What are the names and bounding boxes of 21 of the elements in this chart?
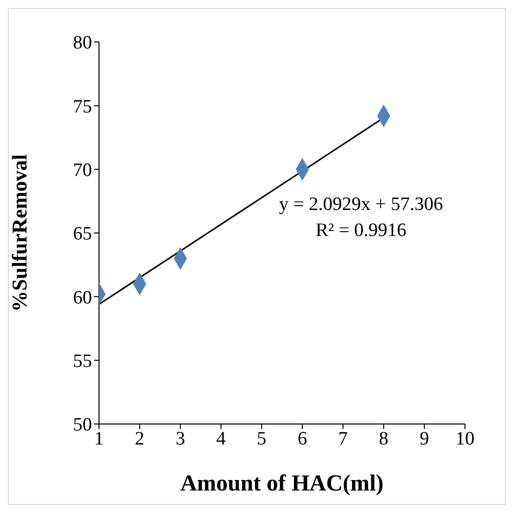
y-tick-label: 65 [73, 224, 92, 245]
x-tick-label: 10 [456, 428, 474, 450]
y-tick-label: 70 [73, 160, 92, 182]
annotation: y = 2.0929x + 57.306 [278, 193, 444, 217]
y-tick-label: 75 [73, 96, 92, 118]
x-tick-label: 1 [94, 428, 104, 450]
x-tick-label: 4 [216, 428, 226, 450]
annotation: R² = 0.9916 [314, 219, 408, 243]
x-axis-title: Amount of HAC(ml) [180, 470, 384, 496]
y-tick-label: 60 [73, 287, 92, 308]
y-tick-label: 50 [73, 414, 92, 436]
x-tick-label: 9 [420, 428, 430, 450]
y-tick-label: 80 [73, 32, 92, 54]
x-tick-label: 2 [134, 428, 144, 450]
x-tick-label: 6 [298, 428, 308, 450]
y-axis-title: %SulfurRemoval [7, 154, 32, 312]
y-tick-label: 55 [73, 351, 92, 372]
x-tick-label: 5 [256, 428, 266, 450]
x-tick-label: 8 [378, 428, 388, 450]
x-tick-label: 7 [338, 428, 348, 450]
x-tick-label: 3 [176, 428, 186, 450]
